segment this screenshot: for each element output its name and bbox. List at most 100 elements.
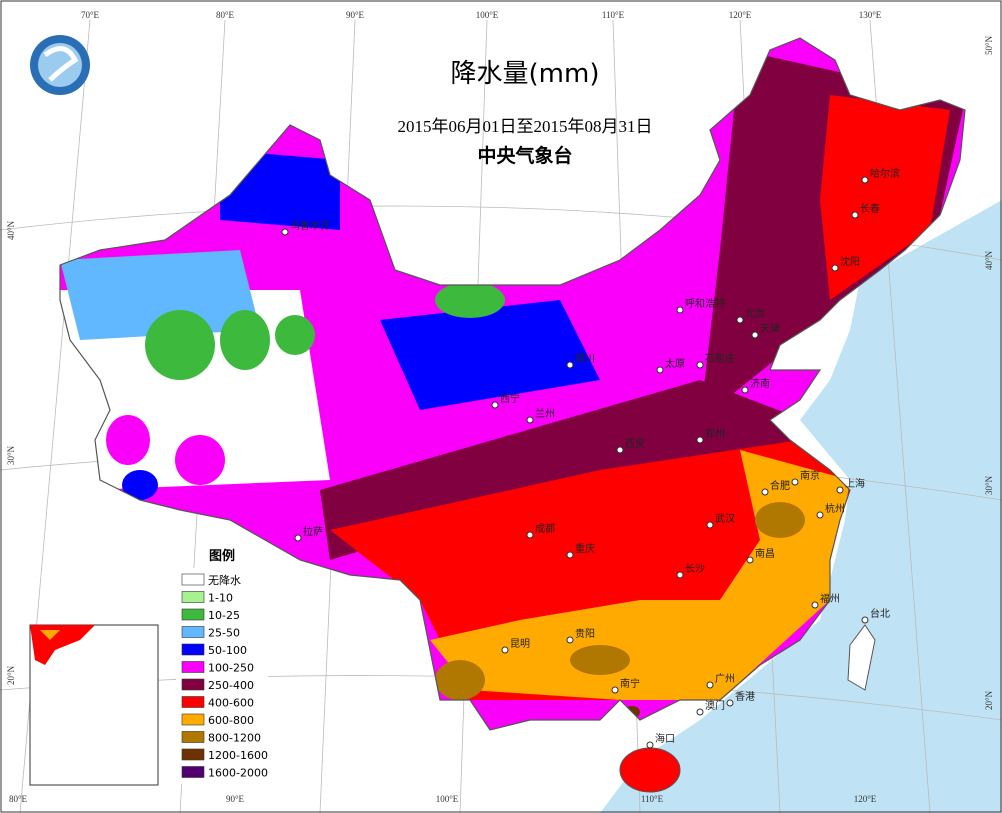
logo [30, 35, 90, 95]
city-label: 南宁 [620, 677, 640, 690]
legend-label: 50-100 [208, 644, 247, 657]
city-marker [676, 571, 684, 579]
legend-swatch [181, 643, 205, 656]
city-marker [751, 331, 759, 339]
legend-swatch [181, 696, 205, 708]
agency: 中央气象台 [477, 144, 572, 167]
city-marker [501, 646, 509, 654]
city-label: 广州 [715, 673, 735, 685]
city-marker [791, 478, 799, 486]
legend-label: 250-400 [208, 679, 254, 692]
lat-label: 40°N [984, 250, 994, 270]
city-label: 西宁 [500, 392, 520, 405]
city-marker [736, 316, 744, 324]
city-label: 南昌 [755, 547, 775, 560]
city-label: 拉萨 [303, 525, 323, 538]
lat-label: 50°N [984, 35, 994, 55]
inset [29, 624, 159, 786]
date-range: 2015年06月01日至2015年08月31日 [398, 117, 653, 136]
city-label: 重庆 [575, 542, 595, 555]
city-marker [526, 531, 534, 539]
city-label: 杭州 [825, 502, 845, 515]
lon-label: 130°E [859, 10, 882, 20]
legend: 图例 无降水 1-10 10-25 25-50 50-100 100-250 250-400… [176, 548, 268, 784]
city-label: 长沙 [685, 563, 705, 575]
city-label: 昆明 [510, 638, 530, 650]
city-label: 郑州 [705, 427, 725, 440]
legend-label: 1600-2000 [208, 767, 268, 780]
city-marker [696, 708, 704, 716]
lon-label: 80°E [216, 10, 235, 20]
city-label: 兰州 [535, 407, 555, 420]
lon-label: 120°E [729, 10, 752, 20]
city-label: 海口 [655, 732, 675, 745]
legend-label: 600-800 [208, 714, 254, 727]
lat-label: 30°N [6, 445, 16, 465]
city-marker [491, 401, 499, 409]
city-marker [696, 436, 704, 444]
city-label: 长春 [860, 203, 880, 215]
hainan [619, 747, 681, 793]
city-label: 石家庄 [705, 352, 735, 365]
legend-label: 400-600 [208, 697, 254, 710]
city-marker [566, 636, 574, 644]
lat-label: 20°N [6, 665, 16, 685]
city-marker [741, 386, 749, 394]
legend-swatch [181, 573, 205, 586]
city-label: 福州 [820, 592, 840, 605]
city-marker [831, 264, 839, 272]
city-marker [676, 306, 684, 314]
city-marker [566, 361, 574, 369]
legend-title: 图例 [209, 548, 235, 564]
legend-swatch [181, 748, 205, 761]
city-label: 澳门 [705, 699, 725, 712]
city-marker [611, 686, 619, 694]
city-marker [706, 521, 714, 529]
legend-label: 25-50 [208, 627, 240, 640]
city-marker [811, 601, 819, 609]
legend-label: 1-10 [208, 592, 233, 605]
lon-label: 110°E [602, 10, 625, 20]
city-marker [861, 616, 869, 624]
legend-label: 800-1200 [208, 732, 261, 745]
legend-swatch [181, 731, 205, 743]
legend-label: 无降水 [208, 573, 241, 587]
city-label: 西安 [625, 437, 645, 450]
city-label: 贵阳 [575, 627, 595, 640]
city-label: 上海 [845, 477, 865, 490]
city-marker [281, 228, 289, 236]
legend-label: 10-25 [208, 609, 240, 622]
city-label: 北京 [745, 307, 765, 320]
lon-label: 120°E [854, 794, 877, 804]
lat-label: 40°N [6, 220, 16, 240]
city-label: 成都 [535, 523, 555, 535]
legend-swatch [181, 626, 205, 638]
city-label: 沈阳 [840, 255, 860, 268]
city-label: 香港 [735, 691, 755, 703]
city-label: 济南 [750, 377, 770, 390]
city-marker [726, 699, 734, 707]
city-label: 银川 [575, 352, 595, 365]
city-marker [836, 486, 844, 494]
lon-label: 90°E [226, 794, 245, 804]
city-marker [696, 361, 704, 369]
taiwan [847, 624, 876, 691]
lon-label: 80°E [9, 794, 28, 804]
city-label: 合肥 [770, 479, 790, 492]
city-marker [656, 366, 664, 374]
city-label: 武汉 [715, 512, 735, 525]
city-label: 天津 [760, 323, 780, 335]
city-label: 南京 [800, 469, 820, 482]
lon-label: 90°E [346, 10, 365, 20]
legend-swatch [181, 661, 205, 673]
lon-label: 70°E [81, 10, 100, 20]
city-marker [861, 176, 869, 184]
legend-label: 100-250 [208, 662, 254, 675]
lon-label: 100°E [436, 794, 459, 804]
lon-label: 100°E [476, 10, 499, 20]
legend-swatch [181, 591, 205, 603]
city-marker [646, 741, 654, 749]
title: 降水量(mm) [451, 59, 600, 89]
